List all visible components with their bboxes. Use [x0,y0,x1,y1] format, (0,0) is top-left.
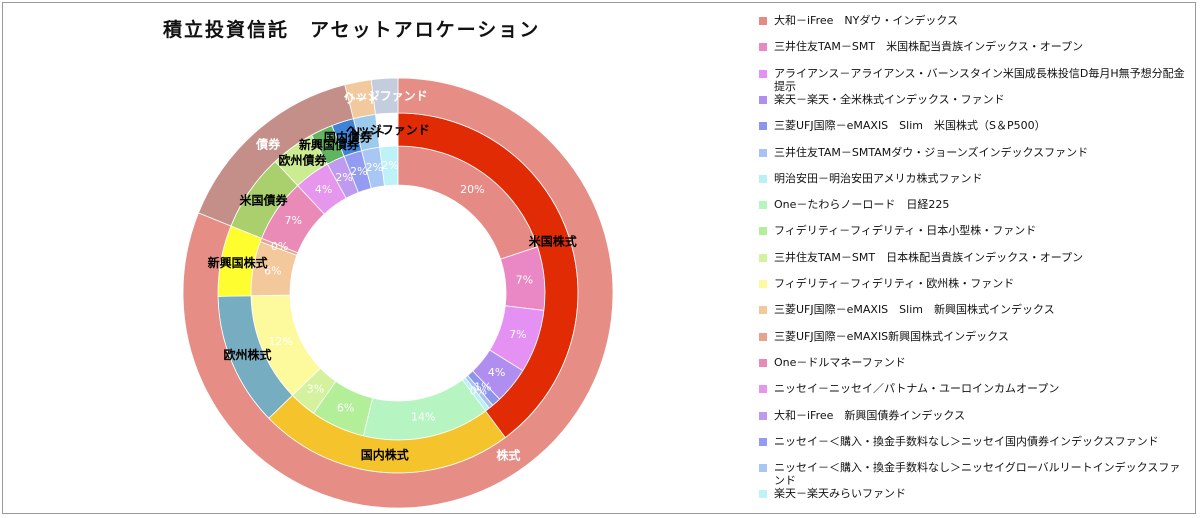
chart-title: 積立投資信託 アセットアロケーション [163,19,541,41]
legend: 大和－iFree NYダウ・インデックス三井住友TAM－SMT 米国株配当貴族イ… [759,5,1199,515]
legend-item: 三井住友TAM－SMTAMダウ・ジョーンズインデックスファンド [759,146,1189,159]
inner-ring-label: 12% [269,335,293,348]
donut-rings [182,77,614,509]
legend-item: 大和－iFree NYダウ・インデックス [759,14,1189,27]
legend-label: One－ドルマネーファンド [774,355,906,369]
legend-item: 楽天－楽天・全米株式インデックス・ファンド [759,93,1189,106]
legend-item: 三菱UFJ国際－eMAXIS Slim 米国株式（S＆P500） [759,119,1189,132]
legend-swatch [759,227,767,236]
legend-item: One－ドルマネーファンド [759,356,1189,369]
inner-ring-label: 20% [460,183,484,196]
inner-ring-label: 7% [509,328,526,341]
legend-label: 三井住友TAM－SMT 日本株配当貴族インデックス・オープン [774,250,1084,264]
legend-label: 三井住友TAM－SMT 米国株配当貴族インデックス・オープン [774,40,1084,54]
legend-swatch [759,332,767,341]
legend-swatch [759,280,767,288]
legend-item: フィデリティ－フィデリティ・欧州株・ファンド [759,277,1189,290]
middle-ring-label: 新興国債券 [299,137,360,152]
middle-ring-label: 欧州債券 [279,152,328,167]
legend-swatch [759,174,767,183]
inner-ring-label: 2% [335,171,352,184]
legend-item: ニッセイ－＜購入・換金手数料なし＞ニッセイグローバルリートインデックスファンド [759,461,1189,487]
outer-ring-label: ヘッジファンド [344,89,428,103]
legend-label: 三菱UFJ国際－eMAXIS Slim 米国株式（S＆P500） [774,119,1046,133]
middle-ring-label: ヘッジファンド [346,123,430,137]
legend-label: アライアンス－アライアンス・バーンスタイン米国成長株投信D毎月H無予想分配金提示 [774,66,1185,93]
legend-swatch [759,122,767,131]
inner-ring-label: 2% [350,165,367,178]
legend-swatch [759,411,767,420]
outer-ring-slice [370,77,399,115]
legend-item: 三井住友TAM－SMT 日本株配当貴族インデックス・オープン [759,251,1189,264]
legend-swatch [759,464,767,473]
legend-swatch [759,385,767,394]
legend-item: ニッセイ－＜購入・換金手数料なし＞ニッセイ国内債券インデックスファンド [759,435,1189,448]
middle-ring-label: リート [350,125,386,139]
legend-swatch [759,17,767,25]
legend-item: 三菱UFJ国際－eMAXIS Slim 新興国株式インデックス [759,303,1189,316]
legend-item: ニッセイ－ニッセイ／パトナム・ユーロインカムオープン [759,382,1189,395]
legend-item: 明治安田－明治安田アメリカ株式ファンド [759,172,1189,185]
middle-ring-label: 国内株式 [361,447,409,462]
inner-ring-label: 7% [285,214,302,227]
legend-label: ニッセイ－＜購入・換金手数料なし＞ニッセイ国内債券インデックスファンド [774,434,1159,448]
legend-swatch [759,437,767,446]
legend-label: フィデリティ－フィデリティ・欧州株・ファンド [774,277,1015,290]
legend-item: One－たわらノーロード 日経225 [759,198,1189,211]
legend-swatch [759,148,767,157]
legend-label: One－たわらノーロード 日経225 [774,198,950,212]
legend-swatch [759,490,767,499]
inner-ring-label: 0% [470,384,487,397]
legend-label: ニッセイ－＜購入・換金手数料なし＞ニッセイグローバルリートインデックスファンド [774,461,1181,488]
legend-swatch [759,201,767,210]
legend-label: 楽天－楽天・全米株式インデックス・ファンド [774,92,1005,106]
inner-ring-label: 3% [307,383,324,396]
legend-swatch [759,43,767,52]
inner-ring-label: 7% [516,273,533,286]
legend-swatch [759,358,767,367]
middle-ring-label: 国内債券 [324,129,373,144]
legend-swatch [759,253,767,262]
legend-item: 楽天－楽天みらいファンド [759,487,1189,500]
inner-ring-label: 4% [315,183,332,196]
legend-item: アライアンス－アライアンス・バーンスタイン米国成長株投信D毎月H無予想分配金提示 [759,67,1189,93]
middle-ring-label: 新興国株式 [208,255,268,270]
legend-label: 大和－iFree 新興国債券インデックス [774,408,966,422]
outer-ring-label: 債券 [255,136,281,151]
legend-item: 三菱UFJ国際－eMAXIS新興国株式インデックス [759,330,1189,343]
legend-item: 三井住友TAM－SMT 米国株配当貴族インデックス・オープン [759,40,1189,53]
legend-swatch [759,69,767,78]
legend-item: フィデリティ－フィデリティ・日本小型株・ファンド [759,224,1189,237]
donut-labels: 20%7%7%4%1%0%14%6%3%12%6%0%7%4%2%2%2%2%米… [208,89,577,463]
middle-ring-label: 米国株式 [529,233,577,248]
outer-ring-label: 株式 [496,448,520,463]
inner-ring-label: 6% [264,265,281,278]
legend-label: 明治安田－明治安田アメリカ株式ファンド [774,171,983,185]
inner-ring-label: 0% [271,240,288,253]
inner-ring-label: 14% [411,410,435,423]
outer-ring-slice [182,77,614,509]
outer-ring-label: リート [343,92,379,106]
legend-label: 楽天－楽天みらいファンド [774,487,906,501]
inner-ring-label: 4% [488,366,505,379]
inner-ring-label: 2% [381,159,398,172]
legend-label: 三菱UFJ国際－eMAXIS Slim 新興国株式インデックス [774,303,1055,317]
legend-label: 大和－iFree NYダウ・インデックス [774,14,959,27]
legend-label: 三井住友TAM－SMTAMダウ・ジョーンズインデックスファンド [774,145,1089,159]
legend-item: 大和－iFree 新興国債券インデックス [759,409,1189,422]
inner-ring-label: 2% [366,161,383,174]
legend-label: ニッセイ－ニッセイ／パトナム・ユーロインカムオープン [774,382,1060,396]
middle-ring-label: 欧州株式 [223,347,271,362]
inner-ring-label: 6% [337,402,354,415]
legend-swatch [759,306,767,315]
inner-ring-label: 1% [474,380,491,393]
legend-label: 三菱UFJ国際－eMAXIS新興国株式インデックス [774,329,1009,343]
middle-ring-label: 米国債券 [240,192,289,207]
legend-swatch [759,95,767,104]
donut-chart: 20%7%7%4%1%0%14%6%3%12%6%0%7%4%2%2%2%2%米… [182,77,614,509]
legend-label: フィデリティ－フィデリティ・日本小型株・ファンド [774,224,1037,238]
